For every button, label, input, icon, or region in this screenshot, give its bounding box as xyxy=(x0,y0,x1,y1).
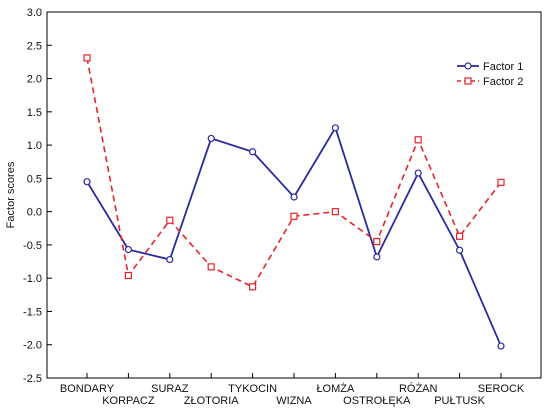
data-point-factor-1 xyxy=(456,246,464,254)
series-line-factor-1 xyxy=(86,125,502,347)
legend-label-factor-2: Factor 2 xyxy=(483,76,523,88)
data-point-factor-2 xyxy=(373,237,381,246)
y-tick-label: 1.5 xyxy=(27,107,42,119)
data-point-factor-2 xyxy=(414,136,422,144)
legend-marker-factor-2 xyxy=(464,77,472,85)
y-tick-label: -0.5 xyxy=(23,240,42,252)
y-tick-label: -2.0 xyxy=(23,340,42,352)
data-point-factor-1 xyxy=(290,193,298,201)
y-tick-label: 3.0 xyxy=(27,7,42,19)
data-point-factor-2 xyxy=(83,54,91,62)
x-category-label: SURAZ xyxy=(151,383,189,395)
x-category-label: OSTROŁĘKA xyxy=(343,395,411,407)
x-category-label: ŁOMŻA xyxy=(316,382,355,395)
data-point-factor-1 xyxy=(124,245,132,254)
legend-marker-factor-1 xyxy=(464,62,472,70)
y-tick-label: -1.0 xyxy=(23,273,42,285)
x-category-label: WIZNA xyxy=(276,395,312,407)
x-category-label: PUŁTUSK xyxy=(434,395,485,407)
data-point-factor-1 xyxy=(331,124,339,132)
x-category-label: TYKOCIN xyxy=(228,383,277,395)
data-point-factor-2 xyxy=(331,208,339,216)
series-line-factor-2 xyxy=(86,57,502,288)
y-tick-label: 1.0 xyxy=(27,140,42,152)
data-point-factor-1 xyxy=(83,178,91,186)
data-point-factor-1 xyxy=(249,148,257,156)
y-tick-label: 2.5 xyxy=(27,40,42,52)
data-point-factor-2 xyxy=(290,212,298,220)
data-point-factor-2 xyxy=(249,283,257,291)
x-category-label: ZŁOTORIA xyxy=(184,395,239,407)
x-category-label: RÓŻAN xyxy=(399,382,438,395)
data-point-factor-2 xyxy=(456,232,464,240)
y-tick-label: 0.0 xyxy=(27,207,42,219)
x-category-label: KORPACZ xyxy=(102,395,155,407)
y-tick-label: -1.5 xyxy=(23,306,42,318)
x-category-label: SEROCK xyxy=(478,383,525,395)
data-point-factor-2 xyxy=(166,216,174,224)
y-axis-title: Factor scores xyxy=(5,161,17,228)
y-tick-label: -2.5 xyxy=(23,373,42,385)
legend-label-factor-1: Factor 1 xyxy=(483,61,523,73)
y-tick-label: 2.0 xyxy=(27,74,42,86)
data-point-factor-2 xyxy=(124,271,133,280)
y-tick-label: 0.5 xyxy=(27,173,42,185)
data-point-factor-2 xyxy=(497,178,505,186)
data-point-factor-1 xyxy=(497,342,505,350)
data-point-factor-1 xyxy=(373,253,381,261)
x-category-label: BONDARY xyxy=(60,383,115,395)
data-point-factor-2 xyxy=(207,263,215,271)
data-point-factor-1 xyxy=(414,169,422,177)
data-point-factor-1 xyxy=(166,255,174,264)
data-point-factor-1 xyxy=(207,134,215,143)
